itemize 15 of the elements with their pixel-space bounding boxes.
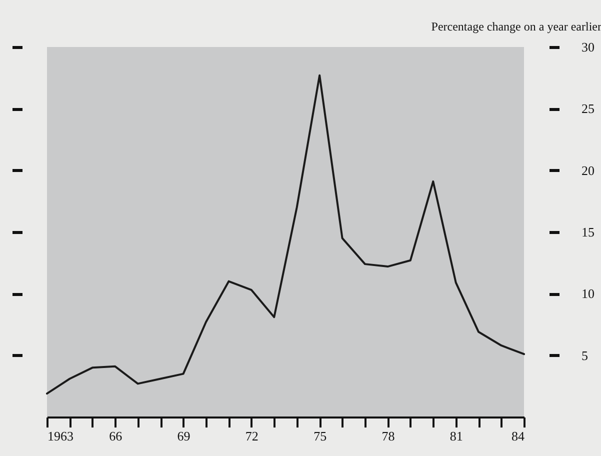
x-tick-label: 72 xyxy=(245,428,258,444)
x-tick-label: 84 xyxy=(512,428,525,444)
x-tick-label: 81 xyxy=(450,428,463,444)
y-tick-label: 15 xyxy=(582,224,594,240)
y-tick-label: 20 xyxy=(582,162,594,178)
y-tick-label: 25 xyxy=(582,101,594,116)
y-tick-label: 30 xyxy=(582,40,594,54)
x-tick-label: 78 xyxy=(382,428,395,444)
line-series xyxy=(46,74,525,395)
x-tick-label: 69 xyxy=(177,428,190,444)
x-tick-label: 75 xyxy=(314,428,327,444)
x-tick-label: 66 xyxy=(109,428,123,444)
x-tick-label: 1963 xyxy=(48,428,74,444)
y-tick-label: 5 xyxy=(582,348,588,363)
y-tick-label: 10 xyxy=(582,286,594,302)
